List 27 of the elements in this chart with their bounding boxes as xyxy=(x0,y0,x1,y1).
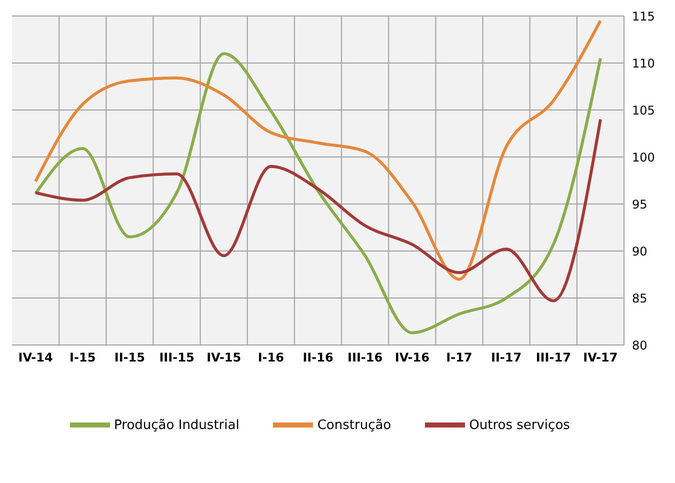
y-tick-label: 95 xyxy=(632,197,648,212)
y-tick-label: 80 xyxy=(632,338,648,352)
y-tick-label: 90 xyxy=(632,244,648,258)
line-series xyxy=(34,19,602,281)
legend-label: Construção xyxy=(317,418,392,433)
x-tick-label: I-15 xyxy=(70,350,96,365)
x-tick-label: II-16 xyxy=(302,350,334,365)
legend-label: Outros serviços xyxy=(469,418,570,433)
x-tick-label: IV-15 xyxy=(206,350,242,365)
y-tick-label: 100 xyxy=(632,150,655,164)
x-tick-label: III-16 xyxy=(348,350,383,365)
x-tick-label: I-16 xyxy=(258,350,284,365)
x-tick-label: III-15 xyxy=(159,350,194,365)
y-tick-label: 105 xyxy=(632,103,655,118)
x-tick-label: II-15 xyxy=(114,350,145,365)
x-tick-label: IV-14 xyxy=(18,350,53,365)
legend-label: Produção Industrial xyxy=(114,418,240,433)
x-tick-label: IV-16 xyxy=(394,350,430,365)
line-series xyxy=(34,118,602,302)
x-tick-label: IV-17 xyxy=(583,350,618,365)
x-tick-label: I-17 xyxy=(446,350,472,365)
y-tick-label: 110 xyxy=(632,56,655,70)
x-tick-label: III-17 xyxy=(536,350,571,365)
y-tick-label: 115 xyxy=(632,9,655,24)
line-series xyxy=(34,52,602,334)
y-tick-label: 85 xyxy=(632,291,648,306)
x-tick-label: II-17 xyxy=(491,350,522,365)
